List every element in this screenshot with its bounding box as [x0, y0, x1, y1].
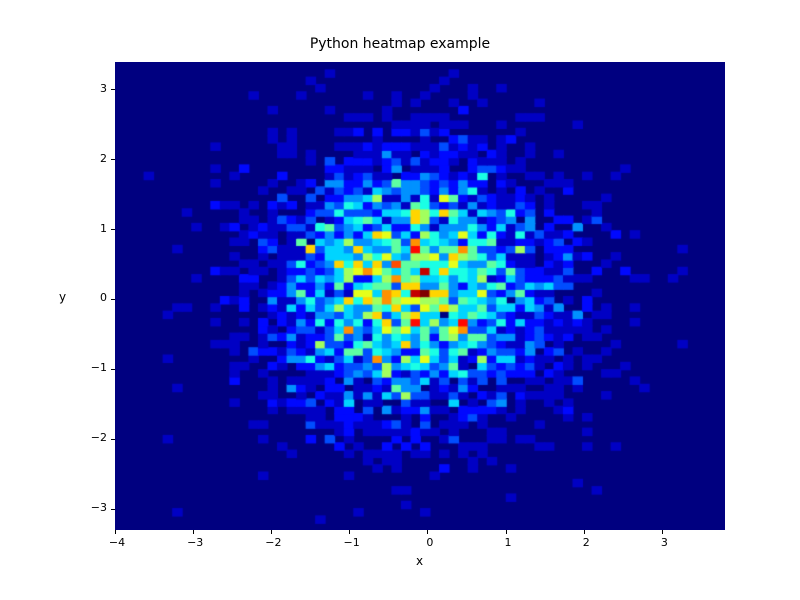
- x-tick-mark: [427, 530, 428, 534]
- y-tick-label: 1: [81, 222, 107, 235]
- y-tick-mark: [111, 509, 115, 510]
- x-tick-label: 0: [418, 536, 442, 549]
- x-tick-mark: [584, 530, 585, 534]
- x-tick-mark: [662, 530, 663, 534]
- x-tick-mark: [193, 530, 194, 534]
- x-tick-label: −3: [183, 536, 207, 549]
- y-tick-mark: [111, 299, 115, 300]
- figure: Python heatmap example −4 −3 −2 −1 0 1 2 3 −3 −2…: [0, 0, 800, 600]
- x-axis-label: x: [416, 554, 423, 568]
- y-tick-mark: [111, 159, 115, 160]
- y-tick-label: 3: [81, 82, 107, 95]
- x-tick-label: 3: [652, 536, 676, 549]
- y-tick-label: −2: [81, 431, 107, 444]
- y-tick-label: 2: [81, 152, 107, 165]
- y-tick-mark: [111, 89, 115, 90]
- x-tick-mark: [349, 530, 350, 534]
- heatmap-plot-area: [115, 62, 725, 530]
- x-tick-label: −1: [340, 536, 364, 549]
- y-tick-mark: [111, 229, 115, 230]
- y-tick-mark: [111, 369, 115, 370]
- y-tick-label: −1: [81, 361, 107, 374]
- x-tick-mark: [271, 530, 272, 534]
- heatmap-canvas: [115, 62, 725, 530]
- chart-title: Python heatmap example: [0, 36, 800, 52]
- x-tick-label: −2: [261, 536, 285, 549]
- x-tick-label: 2: [574, 536, 598, 549]
- x-tick-label: −4: [105, 536, 129, 549]
- y-tick-label: 0: [81, 291, 107, 304]
- y-axis-label: y: [59, 290, 66, 304]
- x-tick-mark: [506, 530, 507, 534]
- x-tick-label: 1: [496, 536, 520, 549]
- x-tick-mark: [115, 530, 116, 534]
- y-tick-label: −3: [81, 501, 107, 514]
- y-tick-mark: [111, 439, 115, 440]
